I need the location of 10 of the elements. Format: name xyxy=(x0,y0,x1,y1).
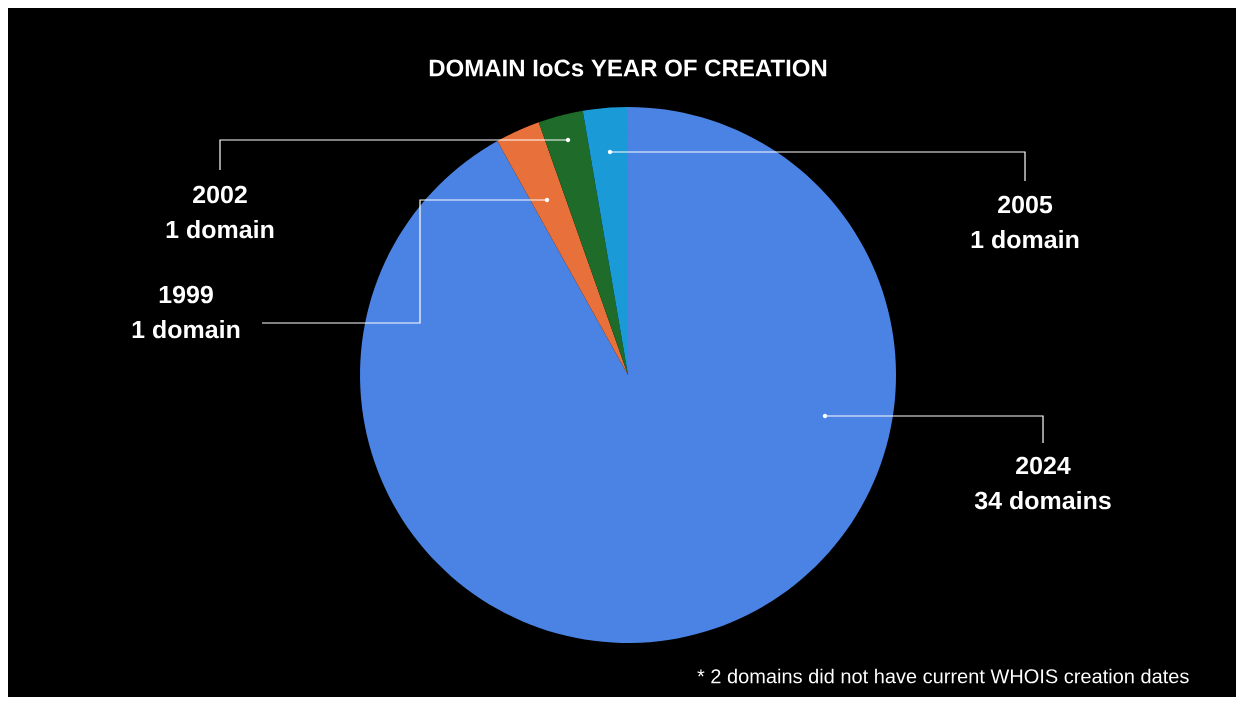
data-label: 34 domains xyxy=(974,490,1111,510)
data-label: 1 domain xyxy=(132,319,240,339)
chart-title: DOMAIN IoCs YEAR OF CREATION xyxy=(429,59,827,77)
slice-label: 1999 xyxy=(159,285,213,304)
slice-label: 2024 xyxy=(1016,456,1071,475)
slice-label: 2002 xyxy=(193,185,247,204)
text: * 2 domains did not have current WHOIS creation dates xyxy=(697,668,1189,684)
data-label: 1 domain xyxy=(166,219,274,239)
slice-label: 2005 xyxy=(998,195,1053,214)
data-label: 1 domain xyxy=(971,229,1079,249)
